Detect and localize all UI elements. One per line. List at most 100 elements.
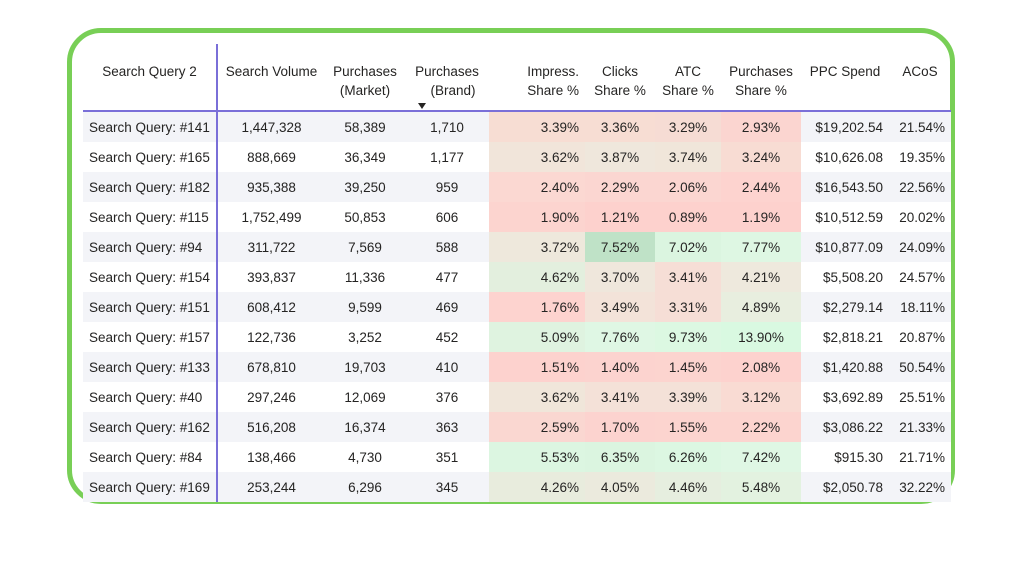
cell-purchases-share: 4.21% [721, 262, 801, 292]
cell-search-volume: 311,722 [217, 232, 325, 262]
cell-purchases-market: 11,336 [325, 262, 405, 292]
cell-impress-share: 3.62% [489, 382, 585, 412]
cell-impress-share: 1.90% [489, 202, 585, 232]
cell-ppc-spend: $2,279.14 [801, 292, 889, 322]
cell-ppc-spend: $3,692.89 [801, 382, 889, 412]
cell-purchases-market: 4,730 [325, 442, 405, 472]
cell-search-query: Search Query: #151 [83, 292, 218, 322]
table-row[interactable]: Search Query: #133 678,810 19,703 410 1.51% 1… [83, 352, 951, 382]
cell-purchases-share: 13.90% [721, 322, 801, 352]
col-header-clicks-share[interactable]: Clicks Share % [585, 44, 655, 112]
cell-purchases-share: 3.12% [721, 382, 801, 412]
cell-purchases-market: 19,703 [325, 352, 405, 382]
col-header-ppc-spend[interactable]: PPC Spend [801, 44, 889, 112]
cell-impress-share: 3.72% [489, 232, 585, 262]
cell-search-volume: 608,412 [217, 292, 325, 322]
cell-purchases-share: 2.22% [721, 412, 801, 442]
cell-impress-share: 1.51% [489, 352, 585, 382]
cell-search-volume: 678,810 [217, 352, 325, 382]
cell-purchases-share: 2.44% [721, 172, 801, 202]
table-visual: Search Query 2 Search Volume Purchases (M… [83, 44, 953, 502]
col-header-search-volume[interactable]: Search Volume [217, 44, 325, 112]
cell-atc-share: 4.46% [655, 472, 721, 502]
col-header-purchases-market[interactable]: Purchases (Market) [325, 44, 405, 112]
cell-impress-share: 2.59% [489, 412, 585, 442]
cell-atc-share: 3.39% [655, 382, 721, 412]
cell-search-volume: 393,837 [217, 262, 325, 292]
header-label: ACoS [902, 64, 938, 79]
col-header-acos[interactable]: ACoS [889, 44, 951, 112]
cell-purchases-market: 6,296 [325, 472, 405, 502]
col-header-impress-share[interactable]: Impress. Share % [489, 44, 585, 112]
sort-descending-icon[interactable] [418, 103, 427, 109]
cell-search-query: Search Query: #182 [83, 172, 218, 202]
cell-purchases-brand: 1,177 [405, 142, 489, 172]
cell-purchases-brand: 588 [405, 232, 489, 262]
cell-atc-share: 3.31% [655, 292, 721, 322]
cell-atc-share: 9.73% [655, 322, 721, 352]
cell-search-query: Search Query: #94 [83, 232, 218, 262]
table-row[interactable]: Search Query: #40 297,246 12,069 376 3.62% 3.… [83, 382, 951, 412]
col-header-purchases-brand[interactable]: Purchases (Brand) [405, 44, 489, 112]
header-row: Search Query 2 Search Volume Purchases (M… [83, 44, 951, 112]
cell-search-query: Search Query: #157 [83, 322, 218, 352]
cell-purchases-brand: 410 [405, 352, 489, 382]
cell-purchases-market: 16,374 [325, 412, 405, 442]
cell-purchases-market: 50,853 [325, 202, 405, 232]
table-row[interactable]: Search Query: #115 1,752,499 50,853 606 1.90… [83, 202, 951, 232]
cell-atc-share: 3.41% [655, 262, 721, 292]
table-row[interactable]: Search Query: #165 888,669 36,349 1,177 3.62… [83, 142, 951, 172]
table-row[interactable]: Search Query: #182 935,388 39,250 959 2.40% 2… [83, 172, 951, 202]
cell-purchases-share: 1.19% [721, 202, 801, 232]
col-header-atc-share[interactable]: ATC Share % [655, 44, 721, 112]
cell-acos: 21.33% [889, 412, 951, 442]
header-label: Search Volume [225, 64, 318, 79]
cell-search-query: Search Query: #141 [83, 111, 218, 142]
table-row[interactable]: Search Query: #151 608,412 9,599 469 1.76% 3.… [83, 292, 951, 322]
header-label: ATC [675, 64, 701, 79]
cell-purchases-share: 5.48% [721, 472, 801, 502]
cell-purchases-share: 4.89% [721, 292, 801, 322]
cell-purchases-brand: 351 [405, 442, 489, 472]
cell-acos: 20.87% [889, 322, 951, 352]
col-header-search-query[interactable]: Search Query 2 [83, 44, 218, 112]
cell-purchases-market: 36,349 [325, 142, 405, 172]
cell-clicks-share: 4.05% [585, 472, 655, 502]
cell-clicks-share: 1.40% [585, 352, 655, 382]
cell-clicks-share: 3.70% [585, 262, 655, 292]
table-row[interactable]: Search Query: #154 393,837 11,336 477 4.62% 3… [83, 262, 951, 292]
cell-purchases-market: 3,252 [325, 322, 405, 352]
cell-impress-share: 3.62% [489, 142, 585, 172]
cell-acos: 22.56% [889, 172, 951, 202]
cell-ppc-spend: $915.30 [801, 442, 889, 472]
table-row[interactable]: Search Query: #169 253,244 6,296 345 4.26% 4.… [83, 472, 951, 502]
table-body: Search Query: #141 1,447,328 58,389 1,710 3.… [83, 111, 951, 502]
header-sublabel: (Market) [339, 83, 391, 98]
table-row[interactable]: Search Query: #157 122,736 3,252 452 5.09% 7.… [83, 322, 951, 352]
cell-purchases-market: 12,069 [325, 382, 405, 412]
cell-purchases-market: 39,250 [325, 172, 405, 202]
cell-atc-share: 3.74% [655, 142, 721, 172]
cell-ppc-spend: $1,420.88 [801, 352, 889, 382]
table-row[interactable]: Search Query: #94 311,722 7,569 588 3.72% 7.5… [83, 232, 951, 262]
cell-clicks-share: 3.49% [585, 292, 655, 322]
header-label: Purchases [333, 64, 397, 79]
header-sublabel: Share % [527, 83, 579, 98]
table-row[interactable]: Search Query: #162 516,208 16,374 363 2.59% 1… [83, 412, 951, 442]
cell-search-volume: 138,466 [217, 442, 325, 472]
cell-purchases-share: 2.08% [721, 352, 801, 382]
cell-purchases-brand: 345 [405, 472, 489, 502]
cell-search-query: Search Query: #115 [83, 202, 218, 232]
table-row[interactable]: Search Query: #84 138,466 4,730 351 5.53% 6.3… [83, 442, 951, 472]
cell-clicks-share: 7.76% [585, 322, 655, 352]
cell-clicks-share: 3.87% [585, 142, 655, 172]
cell-atc-share: 6.26% [655, 442, 721, 472]
cell-acos: 18.11% [889, 292, 951, 322]
cell-purchases-brand: 606 [405, 202, 489, 232]
cell-ppc-spend: $2,818.21 [801, 322, 889, 352]
header-label: Purchases [415, 64, 479, 79]
col-header-purchases-share[interactable]: Purchases Share % [721, 44, 801, 112]
table-row[interactable]: Search Query: #141 1,447,328 58,389 1,710 3.… [83, 111, 951, 142]
header-label: Clicks [602, 64, 638, 79]
cell-ppc-spend: $3,086.22 [801, 412, 889, 442]
